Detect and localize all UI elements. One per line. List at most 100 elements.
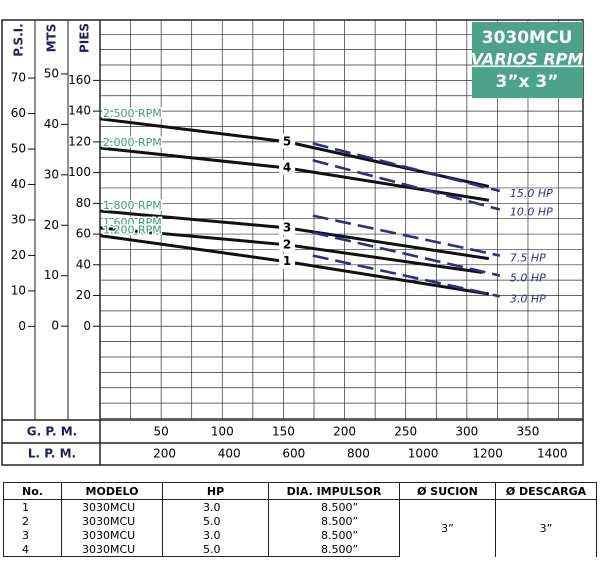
table-cell: 3030MCU <box>61 514 163 528</box>
hp-line <box>312 159 501 211</box>
x2-tick-label: 1400 <box>537 447 568 461</box>
hp-label: 15.0 HP <box>510 187 553 200</box>
rpm-label: 2.500 RPM <box>103 107 162 120</box>
y2ticks-label: 70 <box>11 71 26 85</box>
y3ticks-label: 40 <box>44 117 59 131</box>
table-cell: 1 <box>3 499 62 514</box>
hp-line <box>312 142 501 193</box>
y3ticks-label: 20 <box>44 218 59 232</box>
x-tick-label: 100 <box>211 425 234 439</box>
chart-size: 3”x 3” <box>496 72 559 92</box>
chart: P.S.I. MTS PIES G. P. M. L. P. M. 010203… <box>1 19 584 466</box>
x2-axis-label: L. P. M. <box>28 447 76 461</box>
x2-tick-label: 600 <box>282 447 305 461</box>
table-cell: 3 <box>3 528 62 542</box>
hp-label: 5.0 HP <box>510 272 546 285</box>
y3ticks-label: 50 <box>44 66 59 80</box>
x-tick-label: 150 <box>272 425 295 439</box>
y2ticks-label: 40 <box>11 177 26 191</box>
hp-line <box>312 231 501 277</box>
yticks-label: 0 <box>83 319 91 333</box>
y2ticks-label: 0 <box>18 319 26 333</box>
curve-number: 5 <box>283 134 291 148</box>
curve-number: 1 <box>283 254 291 268</box>
y2ticks-label: 30 <box>11 212 26 226</box>
table-cell: 8.500” <box>268 499 400 514</box>
chart-title: 3030MCU <box>482 28 573 48</box>
x2-tick-label: 800 <box>347 447 370 461</box>
x-axis-label: G. P. M. <box>27 425 77 439</box>
table-cell: 3” <box>495 499 597 557</box>
rpm-curve <box>99 117 490 188</box>
table-cell: 2 <box>3 514 62 528</box>
table-cell: 3.0 <box>162 499 269 514</box>
hp-label: 7.5 HP <box>510 252 546 265</box>
table-cell: 8.500” <box>268 542 400 557</box>
model-table: No. MODELO HP DIA. IMPULSOR Ø SUCION Ø D… <box>3 482 597 557</box>
y3ticks-label: 0 <box>51 319 59 333</box>
y3-axis-label: MTS <box>45 24 59 53</box>
curve-number-bg <box>279 133 296 149</box>
table-cell: 3” <box>399 499 496 557</box>
yticks-label: 20 <box>76 288 91 302</box>
table-cell: 3030MCU <box>61 499 163 514</box>
y2ticks-label: 20 <box>11 248 26 262</box>
x-tick-label: 250 <box>394 425 417 439</box>
table-header: HP <box>162 482 269 500</box>
y3ticks-label: 30 <box>44 167 59 181</box>
y3ticks-label: 10 <box>44 268 59 282</box>
x2-tick-label: 200 <box>153 447 176 461</box>
curve-number-bg <box>279 219 296 235</box>
yticks-label: 160 <box>68 73 91 87</box>
yticks-label: 80 <box>76 196 91 210</box>
x-tick-label: 200 <box>333 425 356 439</box>
yticks-label: 120 <box>68 134 91 148</box>
hp-line <box>312 214 501 257</box>
x-tick-label: 350 <box>517 425 540 439</box>
yticks-label: 60 <box>76 227 91 241</box>
table-header: Ø SUCION <box>399 482 496 500</box>
y2ticks-label: 50 <box>11 141 26 155</box>
curve-number-bg <box>279 236 296 252</box>
chart-subtitle: VARIOS RPM <box>471 50 584 69</box>
y-axis-label: PIES <box>78 23 92 53</box>
table-header: MODELO <box>61 482 163 500</box>
hp-label: 3.0 HP <box>510 292 546 305</box>
rpm-label: 1.800 RPM <box>103 199 162 212</box>
yticks-label: 100 <box>68 165 91 179</box>
table-cell: 8.500” <box>268 528 400 542</box>
yticks-label: 40 <box>76 257 91 271</box>
curve-number: 2 <box>283 237 291 251</box>
table-cell: 5.0 <box>162 514 269 528</box>
x-tick-label: 300 <box>455 425 478 439</box>
table-header: No. <box>3 482 62 500</box>
curve-number: 4 <box>283 160 291 174</box>
title-box <box>472 22 583 98</box>
table-header: Ø DESCARGA <box>495 482 597 500</box>
table-cell: 3.0 <box>162 528 269 542</box>
chart-frame <box>1 19 584 466</box>
curve-number-bg <box>279 253 296 269</box>
rpm-label: 2.000 RPM <box>103 136 162 149</box>
curve-number-bg <box>279 159 296 175</box>
rpm-label: 1.600 RPM <box>103 216 162 229</box>
curve-number: 3 <box>283 220 291 234</box>
y2ticks-label: 10 <box>11 283 26 297</box>
table-cell: 4 <box>3 542 62 557</box>
table-cell: 8.500” <box>268 514 400 528</box>
x2-tick-label: 1000 <box>408 447 439 461</box>
table-cell: 3030MCU <box>61 528 163 542</box>
rpm-label: 1.200 RPM <box>103 224 162 237</box>
table-cell: 3030MCU <box>61 542 163 557</box>
hp-line <box>312 254 501 298</box>
y2ticks-label: 60 <box>11 106 26 120</box>
table-cell: 5.0 <box>162 542 269 557</box>
x-tick-label: 50 <box>153 425 168 439</box>
y2-axis-label: P.S.I. <box>12 23 26 56</box>
hp-label: 10.0 HP <box>510 205 553 218</box>
x2-tick-label: 1200 <box>472 447 503 461</box>
table-header: DIA. IMPULSOR <box>268 482 400 500</box>
x2-tick-label: 400 <box>218 447 241 461</box>
yticks-label: 140 <box>68 104 91 118</box>
